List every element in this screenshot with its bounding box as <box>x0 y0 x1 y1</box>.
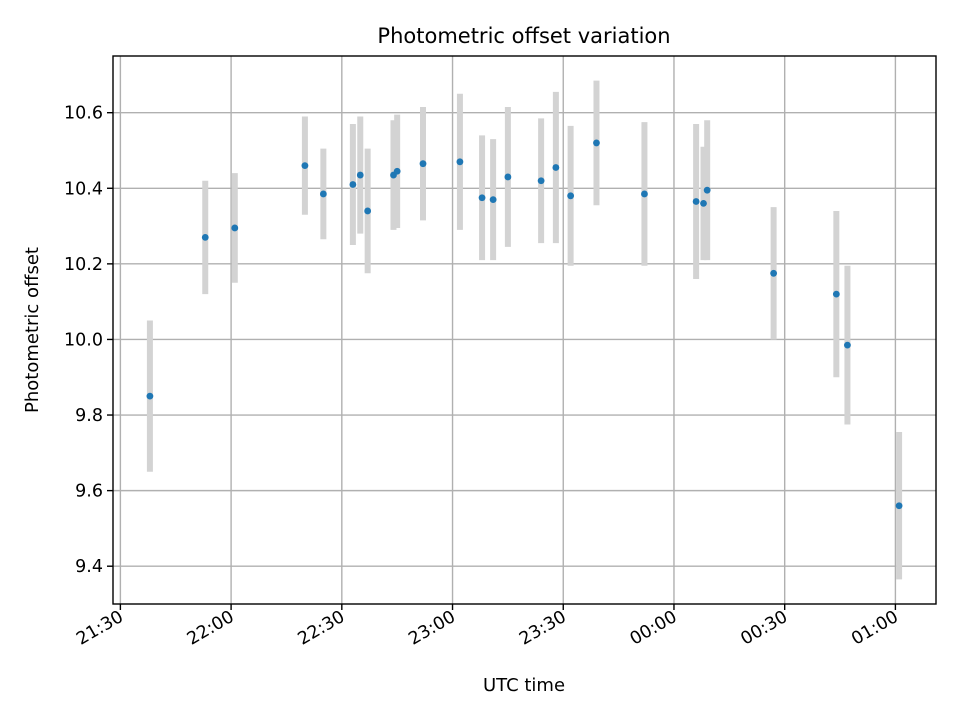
point-layer <box>146 139 903 510</box>
y-tick-label: 10.4 <box>64 179 103 199</box>
x-tick-label: 22:00 <box>184 607 238 650</box>
x-tick-label: 22:30 <box>295 607 349 650</box>
data-point <box>844 341 851 349</box>
data-point <box>393 167 401 175</box>
y-tick-label: 10.2 <box>64 255 103 275</box>
plot-frame <box>112 55 937 605</box>
x-tick-label: 00:30 <box>738 607 792 650</box>
data-point <box>319 190 327 198</box>
x-tick-label: 21:30 <box>73 607 127 650</box>
data-point <box>832 290 840 298</box>
y-tick-label: 9.8 <box>75 406 103 426</box>
data-point <box>478 194 486 202</box>
x-tick-label: 00:00 <box>627 607 681 650</box>
data-point <box>567 192 575 200</box>
data-point <box>770 269 778 277</box>
data-point <box>456 158 464 166</box>
x-tick-label: 23:30 <box>516 607 570 650</box>
data-point <box>700 199 707 207</box>
chart-title: Photometric offset variation <box>377 24 670 48</box>
data-point <box>419 160 427 168</box>
x-axis-label: UTC time <box>483 675 565 696</box>
grid-layer <box>113 56 936 604</box>
data-point <box>895 502 903 510</box>
data-point <box>231 224 239 232</box>
data-point <box>593 139 600 147</box>
data-point <box>537 177 545 185</box>
data-point <box>489 196 497 204</box>
data-point <box>703 186 711 194</box>
data-point <box>641 190 648 198</box>
data-point <box>552 164 560 171</box>
data-point <box>349 181 357 188</box>
data-point <box>301 162 309 170</box>
data-point <box>146 392 154 400</box>
errorbar-layer <box>146 80 903 580</box>
data-point <box>201 234 209 241</box>
x-tick-label: 01:00 <box>848 607 902 650</box>
x-tick-label: 23:00 <box>405 607 459 650</box>
data-point <box>692 198 700 205</box>
y-tick-label: 9.6 <box>75 482 103 502</box>
data-point <box>356 171 364 179</box>
data-point <box>504 173 512 181</box>
y-axis-label: Photometric offset <box>22 247 43 413</box>
y-tick-label: 10.0 <box>64 330 103 350</box>
y-tick-label: 9.4 <box>75 557 103 577</box>
y-tick-label: 10.6 <box>64 104 103 124</box>
data-point <box>364 207 372 215</box>
